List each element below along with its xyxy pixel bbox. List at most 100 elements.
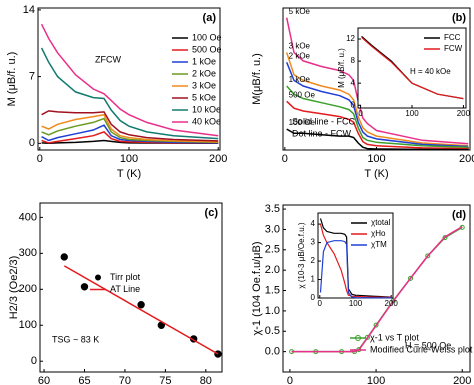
curve-label: 1 kOe: [289, 75, 311, 84]
y-tick-label: 4: [311, 219, 316, 228]
x-tick-label: 65: [78, 375, 90, 385]
y-tick-label: 300: [19, 247, 37, 259]
legend-label: Modified Curie-Weiss plot: [370, 344, 473, 354]
curve-label: 5 kOe: [289, 7, 311, 16]
series-line: [286, 62, 469, 148]
y-tick-label: 0: [29, 137, 35, 149]
annotation: Solid line - FCC: [292, 116, 356, 126]
series-line: [319, 223, 392, 298]
y-axis-label: χ (10-3 μB/Oe.f.u.): [297, 222, 306, 289]
annotation: TSG ~ 83 K: [52, 334, 99, 344]
legend-label: χtotal: [371, 218, 391, 227]
annotation: H = 40 kOe: [410, 67, 451, 76]
series-line: [41, 124, 219, 144]
y-axis-label: χ-1 (104 Oe.f.u/μB): [251, 241, 263, 335]
data-point: [80, 283, 89, 291]
y-tick-label: 14: [23, 4, 35, 16]
panel-label: (d): [452, 209, 466, 221]
x-tick-label: 0: [358, 109, 363, 118]
legend-label: 2 kOe: [192, 68, 216, 78]
plot-frame: [357, 27, 467, 109]
y-axis-label: M (μB/f. u.): [337, 48, 346, 88]
series-line: [63, 265, 219, 355]
legend-label: AT Line: [110, 284, 140, 294]
data-point: [373, 322, 379, 328]
x-tick-label: 0: [37, 153, 43, 165]
x-tick-label: 100: [367, 153, 385, 165]
y-tick-label: 8: [351, 56, 356, 65]
legend-label: 100 Oe: [192, 32, 222, 42]
series-line: [40, 47, 219, 140]
panel-label: (a): [203, 12, 217, 24]
series-line: [319, 218, 392, 298]
y-axis-label: M(μB/f. u.): [251, 53, 263, 105]
legend-label: 3 kOe: [192, 80, 216, 90]
y-tick-label: 3.0: [265, 223, 280, 235]
series-line: [286, 128, 469, 151]
x-tick-label: 200: [209, 153, 227, 165]
x-tick-label: 100: [405, 109, 419, 118]
x-tick-label: 100: [367, 375, 385, 385]
legend-label: χ-1 vs T plot: [370, 332, 419, 342]
series-line: [40, 23, 219, 137]
y-tick-label: 100: [19, 319, 37, 331]
y-tick-label: 0: [311, 293, 316, 302]
x-tick-label: 100: [120, 153, 138, 165]
legend-label: Tirr plot: [110, 272, 141, 282]
x-tick-label: 0: [318, 299, 323, 308]
legend-label: 5 kOe: [192, 92, 216, 102]
x-axis-label: T (K): [117, 168, 141, 180]
legend-marker: [95, 274, 101, 281]
y-tick-label: 2: [311, 256, 316, 265]
x-tick-label: 60: [38, 375, 50, 385]
y-tick-label: 1.0: [265, 305, 280, 317]
series-line: [286, 85, 469, 148]
y-tick-label: 4: [351, 78, 356, 87]
data-point: [408, 275, 414, 281]
curve-label: 3 kOe: [289, 42, 311, 51]
curve-label: 2 kOe: [289, 51, 311, 60]
annotation: H = 500 Oe: [405, 340, 451, 350]
series-line: [291, 225, 463, 353]
annotation: Dot line - FCW: [292, 128, 352, 138]
data-point: [137, 301, 145, 309]
legend-label: 40 kOe: [192, 116, 221, 126]
curve-label: 500 Oe: [289, 90, 316, 99]
data-point: [442, 235, 448, 241]
data-point: [390, 298, 396, 304]
legend-label: χTM: [371, 240, 387, 249]
plot-frame: [39, 202, 223, 373]
x-tick-label: 0: [282, 153, 288, 165]
y-tick-label: 0: [31, 355, 37, 367]
legend-label: χHo: [371, 229, 386, 238]
x-tick-label: 70: [119, 375, 131, 385]
series-line: [41, 131, 219, 144]
y-tick-label: 200: [19, 283, 37, 295]
legend-label: 500 Oe: [192, 44, 222, 54]
legend-label: 1 kOe: [192, 56, 216, 66]
curve-label: 100 Oe: [289, 118, 316, 127]
x-tick-label: 0: [287, 375, 293, 385]
y-tick-label: 2.5: [265, 244, 280, 256]
y-tick-label: 0: [351, 100, 356, 109]
x-tick-label: 200: [385, 299, 399, 308]
x-tick-label: 200: [459, 153, 474, 165]
panel-label: (b): [452, 12, 466, 24]
series-line: [41, 117, 219, 144]
y-tick-label: 7: [29, 71, 35, 83]
data-point: [60, 253, 68, 261]
series-line: [285, 52, 469, 147]
x-tick-label: 80: [200, 375, 212, 385]
series-line: [286, 100, 469, 150]
y-tick-label: 3.5: [265, 203, 280, 215]
y-tick-label: 2.0: [265, 264, 280, 276]
data-point: [425, 253, 431, 259]
series-line: [361, 36, 464, 100]
series-line: [41, 113, 219, 143]
legend-label: FCW: [444, 44, 463, 53]
y-axis-label: M (μB/f. u.): [6, 52, 18, 107]
x-tick-label: 200: [457, 109, 471, 118]
y-tick-label: 0.5: [265, 325, 280, 337]
x-axis-label: T (K): [364, 168, 388, 180]
plot-frame: [317, 212, 394, 299]
